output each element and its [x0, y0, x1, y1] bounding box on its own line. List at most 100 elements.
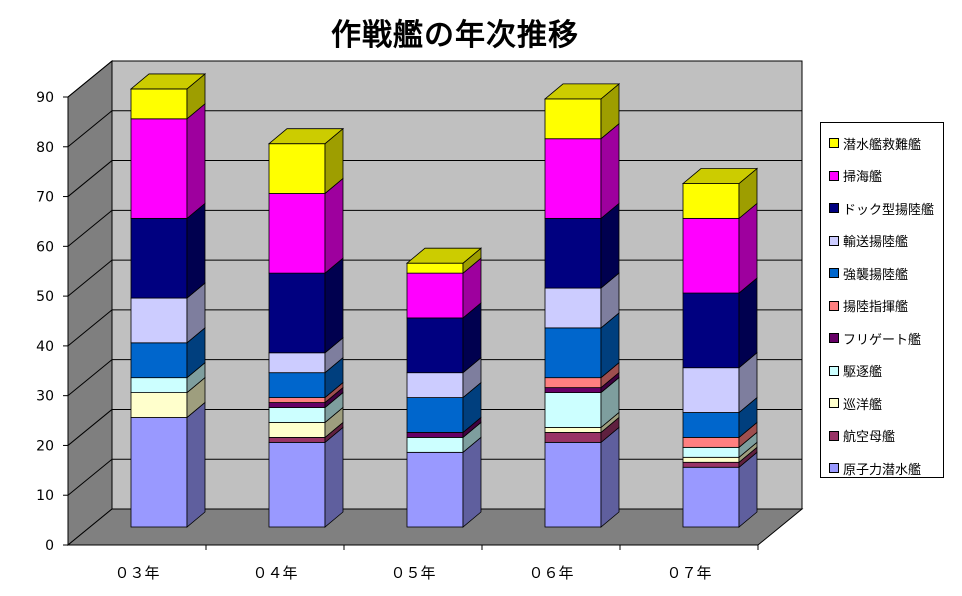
legend-label: 掃海艦 — [843, 170, 883, 186]
gridline-side — [67, 209, 113, 247]
bar-segment — [544, 441, 602, 528]
bar-segment — [406, 372, 464, 398]
legend-swatch — [829, 300, 839, 311]
bar-segment — [544, 98, 602, 140]
legend-swatch — [829, 235, 839, 246]
bar-segment-side — [324, 426, 344, 528]
legend-label: 揚陸指揮艦 — [843, 300, 909, 316]
bar-top — [267, 128, 345, 145]
bar-segment-side — [600, 426, 620, 528]
bar-segment — [682, 456, 740, 463]
bar-segment — [268, 143, 326, 194]
gridline-side — [67, 160, 113, 197]
y-tick-label: 40 — [36, 339, 54, 355]
bar-segment — [406, 432, 464, 438]
legend-swatch — [829, 268, 839, 279]
x-tick-label: ０７年 — [666, 564, 711, 582]
bar-segment — [268, 193, 326, 274]
y-tick-label: 50 — [36, 289, 54, 305]
bar-segment-side — [738, 202, 758, 294]
gridline-side — [67, 110, 113, 148]
bar-segment — [682, 461, 740, 468]
y-tick-label: 20 — [36, 438, 54, 454]
gridline-side — [67, 359, 113, 397]
bar-segment — [268, 397, 326, 403]
bar-segment-side — [462, 436, 482, 528]
legend-label: 航空母艦 — [843, 430, 896, 446]
bar-segment-side — [324, 257, 344, 354]
bar-segment — [268, 272, 326, 354]
bar-segment — [544, 287, 602, 329]
legend-item: 航空母艦 — [829, 420, 943, 453]
x-tick-label: ０４年 — [252, 564, 297, 582]
bar-segment-side — [186, 401, 206, 528]
bar-segment — [406, 262, 464, 274]
legend-label: 強襲揚陸艦 — [843, 267, 909, 283]
legend-item: 原子力潜水艦 — [829, 452, 943, 485]
bar-segment — [682, 217, 740, 294]
bar-segment — [268, 422, 326, 438]
bar-segment — [406, 397, 464, 433]
bar-top — [405, 247, 483, 264]
legend-item: 強襲揚陸艦 — [829, 257, 943, 290]
bar-top — [543, 83, 621, 100]
bar-segment — [130, 217, 188, 299]
bar-top — [681, 168, 759, 184]
bar-segment — [268, 372, 326, 398]
y-tick-label: 10 — [36, 488, 54, 504]
bar-segment — [406, 272, 464, 319]
legend: 潜水艦救難艦 掃海艦 ドック型揚陸艦 輸送揚陸艦 強襲揚陸艦 揚陸指揮艦 フリゲート艦 駆逐艦… — [820, 122, 944, 478]
bar-segment — [130, 297, 188, 344]
y-tick-label: 30 — [36, 389, 54, 405]
chart-title: 作戦艦の年次推移 — [331, 18, 579, 53]
y-tick-label: 60 — [36, 239, 54, 255]
bar-top — [129, 73, 207, 90]
legend-item: 掃海艦 — [829, 160, 943, 193]
bar-segment — [406, 451, 464, 528]
bar-segment — [682, 436, 740, 448]
gridline-side — [67, 458, 113, 496]
bar-segment — [544, 392, 602, 428]
legend-label: 巡洋艦 — [843, 397, 883, 413]
bar-segment — [268, 436, 326, 443]
legend-swatch — [829, 430, 839, 441]
bar-segment — [682, 466, 740, 528]
legend-swatch — [829, 170, 839, 181]
bar-segment-side — [186, 202, 206, 299]
x-tick-label: ０５年 — [390, 564, 435, 582]
bar-segment-side — [324, 177, 344, 274]
bar-segment — [682, 367, 740, 413]
bar-segment — [268, 441, 326, 528]
bar-segment-side — [600, 122, 620, 220]
legend-item: ドック型揚陸艦 — [829, 192, 943, 225]
legend-item: 巡洋艦 — [829, 387, 943, 420]
x-tick-label: ０６年 — [528, 564, 573, 582]
legend-swatch — [829, 138, 839, 149]
bar-segment — [406, 436, 464, 453]
gridline-side — [67, 309, 113, 347]
bar-segment — [544, 427, 602, 433]
bar-segment — [268, 402, 326, 408]
bar-segment — [544, 138, 602, 219]
legend-swatch — [829, 203, 839, 214]
legend-swatch — [829, 365, 839, 376]
bar-segment — [544, 217, 602, 289]
legend-label: 駆逐艦 — [843, 365, 883, 381]
bar-segment-side — [738, 277, 758, 369]
bar-segment — [544, 432, 602, 443]
bar-segment — [130, 377, 188, 393]
bar-segment — [130, 417, 188, 528]
bar-segment — [682, 446, 740, 458]
bar-segment — [682, 412, 740, 438]
bar-segment — [406, 317, 464, 374]
legend-label: 潜水艦救難艦 — [843, 137, 922, 153]
y-tick-label: 80 — [36, 140, 54, 156]
x-tick-label: ０３年 — [114, 564, 159, 582]
legend-swatch — [829, 398, 839, 409]
bar-segment — [130, 88, 188, 120]
legend-item: 駆逐艦 — [829, 355, 943, 388]
y-tick-label: 0 — [45, 538, 54, 554]
gridline-side — [67, 60, 113, 98]
